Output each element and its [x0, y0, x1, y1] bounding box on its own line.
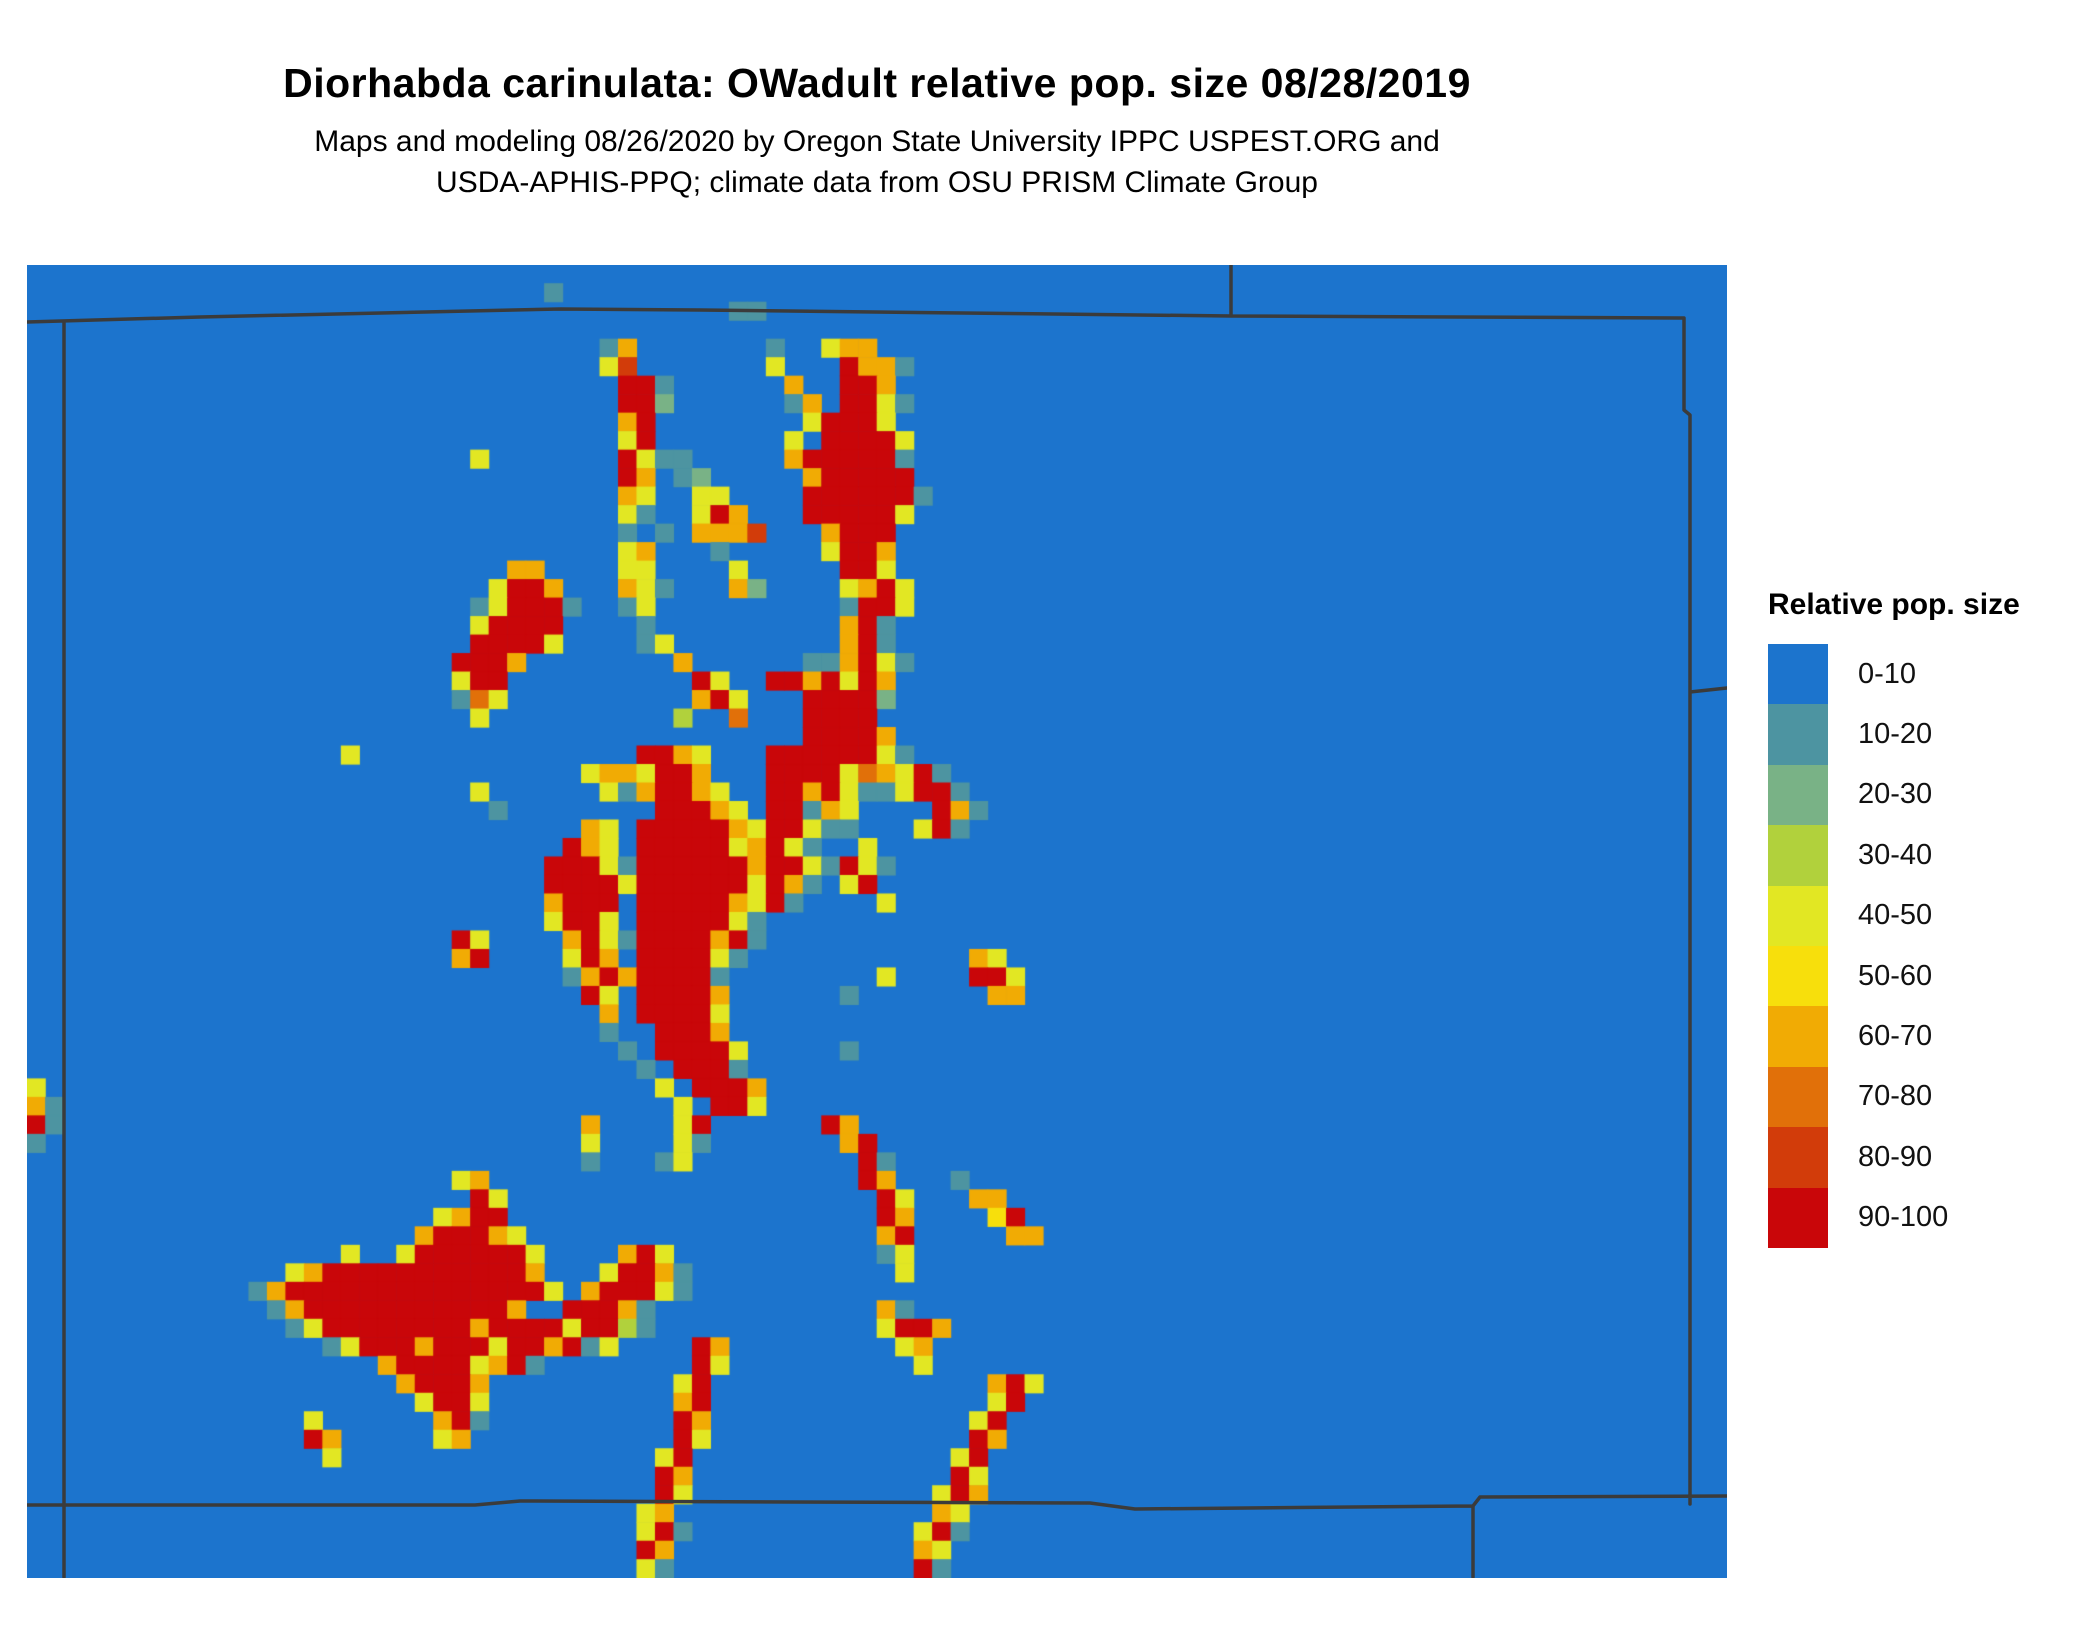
- legend-swatch: [1768, 1187, 1828, 1248]
- header: Diorhabda carinulata: OWadult relative p…: [27, 60, 1727, 203]
- subtitle-line-2: USDA-APHIS-PPQ; climate data from OSU PR…: [436, 166, 1318, 199]
- legend-label: 60-70: [1858, 1020, 1933, 1053]
- legend-swatch: [1768, 885, 1828, 946]
- legend-label: 80-90: [1858, 1140, 1933, 1173]
- state-border-lines: [27, 265, 1727, 1578]
- legend-label: 30-40: [1858, 838, 1933, 871]
- legend-item-40-50: 40-50: [1768, 885, 2098, 946]
- legend-label: 90-100: [1858, 1201, 1949, 1234]
- page-subtitle: Maps and modeling 08/26/2020 by Oregon S…: [27, 121, 1727, 203]
- legend-swatch: [1768, 644, 1828, 705]
- legend: Relative pop. size 0-10 10-20 20-30 30-40 40…: [1768, 588, 2098, 1248]
- legend-item-0-10: 0-10: [1768, 644, 2098, 705]
- legend-swatch: [1768, 1066, 1828, 1128]
- subtitle-line-1: Maps and modeling 08/26/2020 by Oregon S…: [314, 125, 1440, 158]
- population-raster-map: [27, 265, 1727, 1578]
- legend-item-60-70: 60-70: [1768, 1006, 2098, 1067]
- legend-swatch: [1768, 1127, 1828, 1188]
- legend-item-20-30: 20-30: [1768, 764, 2098, 826]
- legend-swatch: [1768, 825, 1828, 886]
- legend-swatch: [1768, 945, 1828, 1007]
- legend-item-90-100: 90-100: [1768, 1187, 2098, 1248]
- page-title: Diorhabda carinulata: OWadult relative p…: [283, 60, 1471, 106]
- state-borders: [27, 265, 1727, 1578]
- legend-label: 50-60: [1858, 959, 1933, 992]
- legend-swatch: [1768, 704, 1828, 765]
- legend-label: 20-30: [1858, 778, 1933, 811]
- legend-item-50-60: 50-60: [1768, 945, 2098, 1007]
- legend-item-70-80: 70-80: [1768, 1066, 2098, 1128]
- legend-swatch: [1768, 1006, 1828, 1067]
- legend-label: 0-10: [1858, 657, 1917, 690]
- legend-label: 70-80: [1858, 1080, 1933, 1113]
- legend-item-10-20: 10-20: [1768, 704, 2098, 765]
- legend-swatch: [1768, 764, 1828, 826]
- legend-label: 10-20: [1858, 718, 1933, 751]
- legend-item-30-40: 30-40: [1768, 825, 2098, 886]
- legend-label: 40-50: [1858, 899, 1933, 932]
- map-area: [27, 265, 1727, 1578]
- legend-items: 0-10 10-20 20-30 30-40 40-50 50-60 60-70 70-80 8…: [1768, 644, 2098, 1248]
- legend-title: Relative pop. size: [1768, 588, 2020, 621]
- legend-item-80-90: 80-90: [1768, 1127, 2098, 1188]
